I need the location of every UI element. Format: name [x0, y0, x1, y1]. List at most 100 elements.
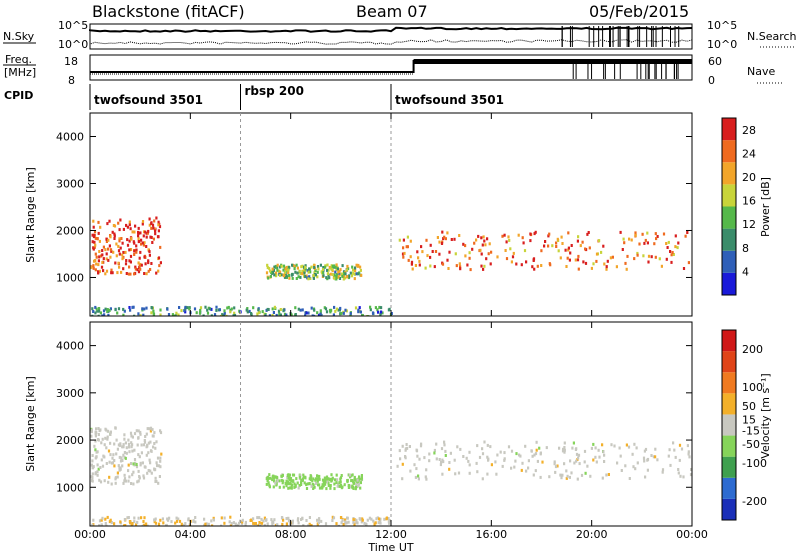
- echo-cell: [268, 266, 271, 270]
- echo-cell: [642, 456, 646, 460]
- echo-cell: [127, 463, 130, 467]
- echo-cell: [561, 242, 564, 245]
- echo-cell: [98, 519, 102, 523]
- echo-cell: [153, 520, 156, 524]
- colorbar-swatch: [722, 206, 736, 229]
- echo-cell: [281, 522, 284, 526]
- echo-cell: [347, 486, 350, 489]
- echo-cell: [139, 250, 142, 254]
- echo-cell: [486, 472, 489, 476]
- colorbar-tick-label: -50: [742, 438, 760, 451]
- echo-cell: [441, 458, 444, 462]
- echo-cell: [327, 481, 330, 485]
- echo-cell: [147, 469, 150, 472]
- echo-cell: [107, 480, 110, 484]
- echo-cell: [120, 237, 123, 240]
- echo-cell: [449, 451, 452, 455]
- echo-cell: [101, 314, 104, 316]
- echo-cell: [353, 272, 356, 276]
- echo-cell: [132, 305, 135, 309]
- echo-cell: [565, 476, 568, 480]
- echo-cell: [338, 484, 341, 488]
- echo-cell: [103, 443, 106, 447]
- colorbar-frame: [721, 117, 737, 296]
- echo-cell: [291, 276, 294, 280]
- echo-cell: [631, 452, 634, 456]
- echo-cell: [553, 462, 556, 466]
- echo-cell: [142, 313, 145, 316]
- echo-cell: [553, 460, 556, 464]
- echo-cell: [288, 522, 292, 525]
- echo-cell: [109, 441, 112, 445]
- echo-cell: [271, 522, 274, 526]
- echo-cell: [113, 237, 116, 240]
- echo-cell: [99, 311, 102, 315]
- x-tick-label: 00:00: [74, 528, 106, 541]
- echo-cell: [146, 231, 149, 235]
- echo-cell: [446, 258, 449, 262]
- echo-cell: [337, 524, 340, 526]
- echo-cell: [481, 477, 484, 481]
- echo-cell: [283, 275, 287, 279]
- echo-cell: [532, 257, 536, 261]
- echo-cell: [101, 437, 104, 441]
- echo-cell: [377, 521, 380, 525]
- echo-cell: [661, 470, 664, 474]
- echo-cell: [638, 242, 641, 246]
- echo-cell: [532, 473, 535, 477]
- echo-cell: [602, 450, 605, 454]
- echo-cell: [282, 273, 285, 277]
- echo-cell: [481, 452, 485, 456]
- x-tick-label: 04:00: [174, 528, 206, 541]
- echo-cell: [351, 473, 354, 477]
- echo-cell: [312, 276, 315, 280]
- echo-cell: [353, 518, 356, 522]
- echo-cell: [566, 474, 569, 478]
- echo-cell: [376, 308, 379, 312]
- echo-cell: [184, 306, 187, 310]
- echo-cell: [180, 522, 183, 526]
- echo-cell: [319, 263, 322, 267]
- colorbar-tick-label: 20: [742, 171, 756, 184]
- echo-cell: [647, 254, 651, 258]
- echo-cell: [576, 258, 580, 262]
- echo-cell: [151, 306, 154, 310]
- echo-cell: [335, 263, 338, 267]
- echo-cell: [309, 474, 312, 478]
- echo-cell: [481, 447, 484, 451]
- echo-cell: [682, 475, 685, 479]
- echo-cell: [285, 517, 288, 520]
- echo-cell: [134, 224, 137, 228]
- echo-cell: [94, 448, 97, 452]
- cpid-segment-label: rbsp 200: [245, 84, 304, 98]
- echo-cell: [118, 468, 121, 472]
- echo-cell: [290, 521, 293, 525]
- echo-cell: [333, 276, 336, 280]
- echo-cell: [299, 308, 302, 312]
- echo-cell: [563, 441, 566, 445]
- echo-cell: [98, 524, 101, 526]
- echo-cell: [100, 524, 103, 526]
- echo-cell: [586, 232, 589, 236]
- echo-cell: [577, 456, 580, 460]
- echo-cell: [417, 477, 420, 481]
- y-tick-label: 1000: [56, 271, 84, 284]
- echo-cell: [327, 273, 330, 277]
- echo-cell: [144, 523, 147, 526]
- echo-cell: [144, 465, 147, 469]
- echo-cell: [646, 468, 649, 472]
- velocity-colorbar-label: Velocity [m s⁻¹]: [759, 373, 772, 458]
- echo-cell: [686, 231, 689, 234]
- echo-cell: [116, 311, 119, 315]
- echo-cell: [301, 478, 304, 481]
- cpid-segment-label: twofsound 3501: [94, 93, 203, 107]
- echo-cell: [505, 240, 508, 244]
- echo-cell: [548, 475, 551, 479]
- echo-cell: [459, 265, 462, 269]
- echo-cell: [534, 469, 537, 473]
- echo-cell: [369, 305, 372, 309]
- echo-cell: [565, 265, 568, 268]
- echo-cell: [145, 272, 148, 276]
- echo-cell: [159, 429, 162, 433]
- echo-cell: [616, 461, 619, 465]
